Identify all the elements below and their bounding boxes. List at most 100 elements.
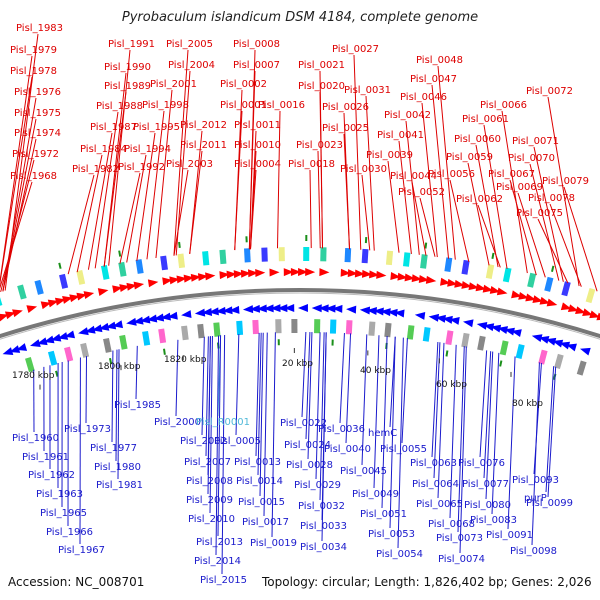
reverse-gene-label: Pisl_0034	[300, 542, 347, 553]
forward-gene-arrow	[560, 302, 572, 311]
reverse-leader-line	[361, 334, 368, 466]
reverse-gene-arrow	[242, 305, 254, 314]
protein-domain-block	[385, 250, 394, 266]
reverse-gene-label: Pisl_0053	[368, 529, 415, 540]
reverse-leader-line	[175, 339, 179, 417]
forward-gene-label: Pisl_1978	[10, 66, 57, 77]
forward-gene-arrow	[411, 274, 423, 283]
reverse-gene-label: Pisl_0091	[486, 530, 533, 541]
protein-domain-block	[527, 272, 537, 288]
reverse-gene-label: purP	[524, 493, 547, 504]
forward-leader-line	[533, 146, 564, 282]
forward-gene-arrow	[226, 270, 237, 279]
reverse-gene-arrow	[394, 309, 405, 318]
forward-leader-line	[0, 159, 35, 293]
forward-gene-arrow	[532, 295, 544, 303]
forward-leader-line	[175, 70, 191, 256]
reverse-leader-line	[85, 356, 88, 424]
forward-gene-label: Pisl_0070	[508, 153, 555, 164]
forward-gene-label: Pisl_1983	[16, 23, 63, 34]
forward-leader-line	[0, 181, 33, 290]
forward-gene-label: Pisl_1995	[133, 122, 180, 133]
forward-gene-arrow	[47, 299, 59, 308]
protein-domain-block	[403, 252, 411, 267]
protein-domain-block	[444, 257, 453, 273]
protein-domain-block	[76, 269, 86, 285]
protein-domain-block	[181, 325, 189, 341]
forward-gene-labels: Pisl_1983 Pisl_1979 Pisl_1978 Pisl_1976 Pisl…	[10, 23, 589, 219]
reverse-gene-label: Pisl_0076	[458, 458, 505, 469]
reverse-leader-line	[305, 332, 311, 440]
forward-leader-line	[529, 163, 560, 281]
forward-leader-line	[234, 110, 243, 251]
reverse-gene-arrow	[504, 327, 515, 336]
protein-domain-block	[252, 319, 259, 335]
forward-gene-label: Pisl_0026	[322, 102, 369, 113]
reverse-label-lines	[33, 331, 557, 575]
reverse-gene-label: Pisl_1973	[64, 424, 111, 435]
reverse-gene-arrow	[30, 339, 41, 347]
forward-leader-line	[563, 186, 598, 292]
reverse-leader-line	[271, 332, 276, 538]
protein-domain-block	[25, 357, 35, 373]
forward-gene-label: Pisl_1990	[104, 62, 151, 73]
forward-leader-line	[467, 162, 490, 266]
forward-gene-arrow	[539, 296, 551, 305]
forward-gene-arrow	[376, 270, 387, 279]
forward-leader-line	[76, 154, 103, 273]
reverse-gene-arrow	[284, 304, 295, 313]
protein-domain-block	[544, 276, 554, 292]
forward-gene-label: Pisl_0023	[296, 140, 343, 151]
forward-gene-label: Pisl_0048	[416, 55, 463, 66]
scale-ticks: 1780 kbp 1800 kbp 1820 kbp 20 kbp 40 kbp 60 k…	[12, 348, 543, 409]
forward-gene-arrow	[283, 268, 294, 277]
protein-domain-block	[461, 332, 470, 348]
reverse-gene-label: Pisl_2008	[186, 476, 233, 487]
forward-gene-label: Pisl_0069	[496, 182, 543, 193]
reverse-leader-line	[345, 333, 352, 444]
protein-domain-block	[320, 247, 327, 262]
reverse-gene-label: Pisl_R0001	[196, 417, 250, 428]
protein-domain-block	[261, 247, 268, 262]
forward-leader-line	[483, 124, 508, 269]
reverse-leader-line	[485, 351, 494, 500]
forward-gene-arrow	[305, 268, 316, 277]
reverse-leader-line	[483, 351, 492, 479]
forward-leader-line	[276, 110, 281, 249]
forward-gene-arrow	[240, 269, 252, 278]
reverse-strand-features	[2, 304, 591, 380]
scale-tick-label: 1780 kbp	[12, 371, 55, 381]
reverse-gene-arrow	[160, 312, 171, 321]
backbone-shadow	[0, 292, 600, 340]
reverse-gene-arrow	[277, 304, 288, 313]
reverse-gene-label: Pisl_0074	[438, 554, 485, 565]
forward-leader-line	[537, 218, 569, 284]
reverse-gene-arrow	[428, 313, 440, 322]
forward-gene-label: Pisl_2003	[166, 159, 213, 170]
protein-domain-block	[119, 334, 128, 350]
reverse-gene-arrow	[263, 304, 274, 313]
reverse-gene-label: Pisl_0040	[324, 444, 371, 455]
marker-tick	[58, 262, 62, 269]
forward-leader-line	[431, 84, 450, 259]
forward-gene-label: Pisl_0010	[234, 140, 281, 151]
reverse-gene-arrow	[566, 343, 577, 352]
reverse-leader-line	[257, 332, 262, 476]
forward-gene-label: Pisl_2012	[180, 120, 227, 131]
forward-gene-label: Pisl_0061	[462, 114, 509, 125]
reverse-gene-arrow	[126, 317, 137, 326]
reverse-leader-line	[479, 350, 488, 458]
marker-tick	[277, 339, 280, 346]
protein-domain-block	[197, 323, 205, 339]
protein-domain-block	[202, 251, 210, 266]
reverse-leader-line	[255, 332, 260, 457]
map-title: Pyrobaculum islandicum DSM 4184, complet…	[121, 10, 479, 25]
forward-gene-label: Pisl_0071	[512, 136, 559, 147]
protein-domain-block	[585, 288, 596, 304]
reverse-gene-label: Pisl_1966	[46, 527, 93, 538]
reverse-leader-line	[457, 346, 465, 533]
protein-domain-block	[329, 319, 337, 334]
reverse-gene-label: Pisl_1967	[58, 545, 105, 556]
protein-domain-block	[47, 350, 58, 366]
